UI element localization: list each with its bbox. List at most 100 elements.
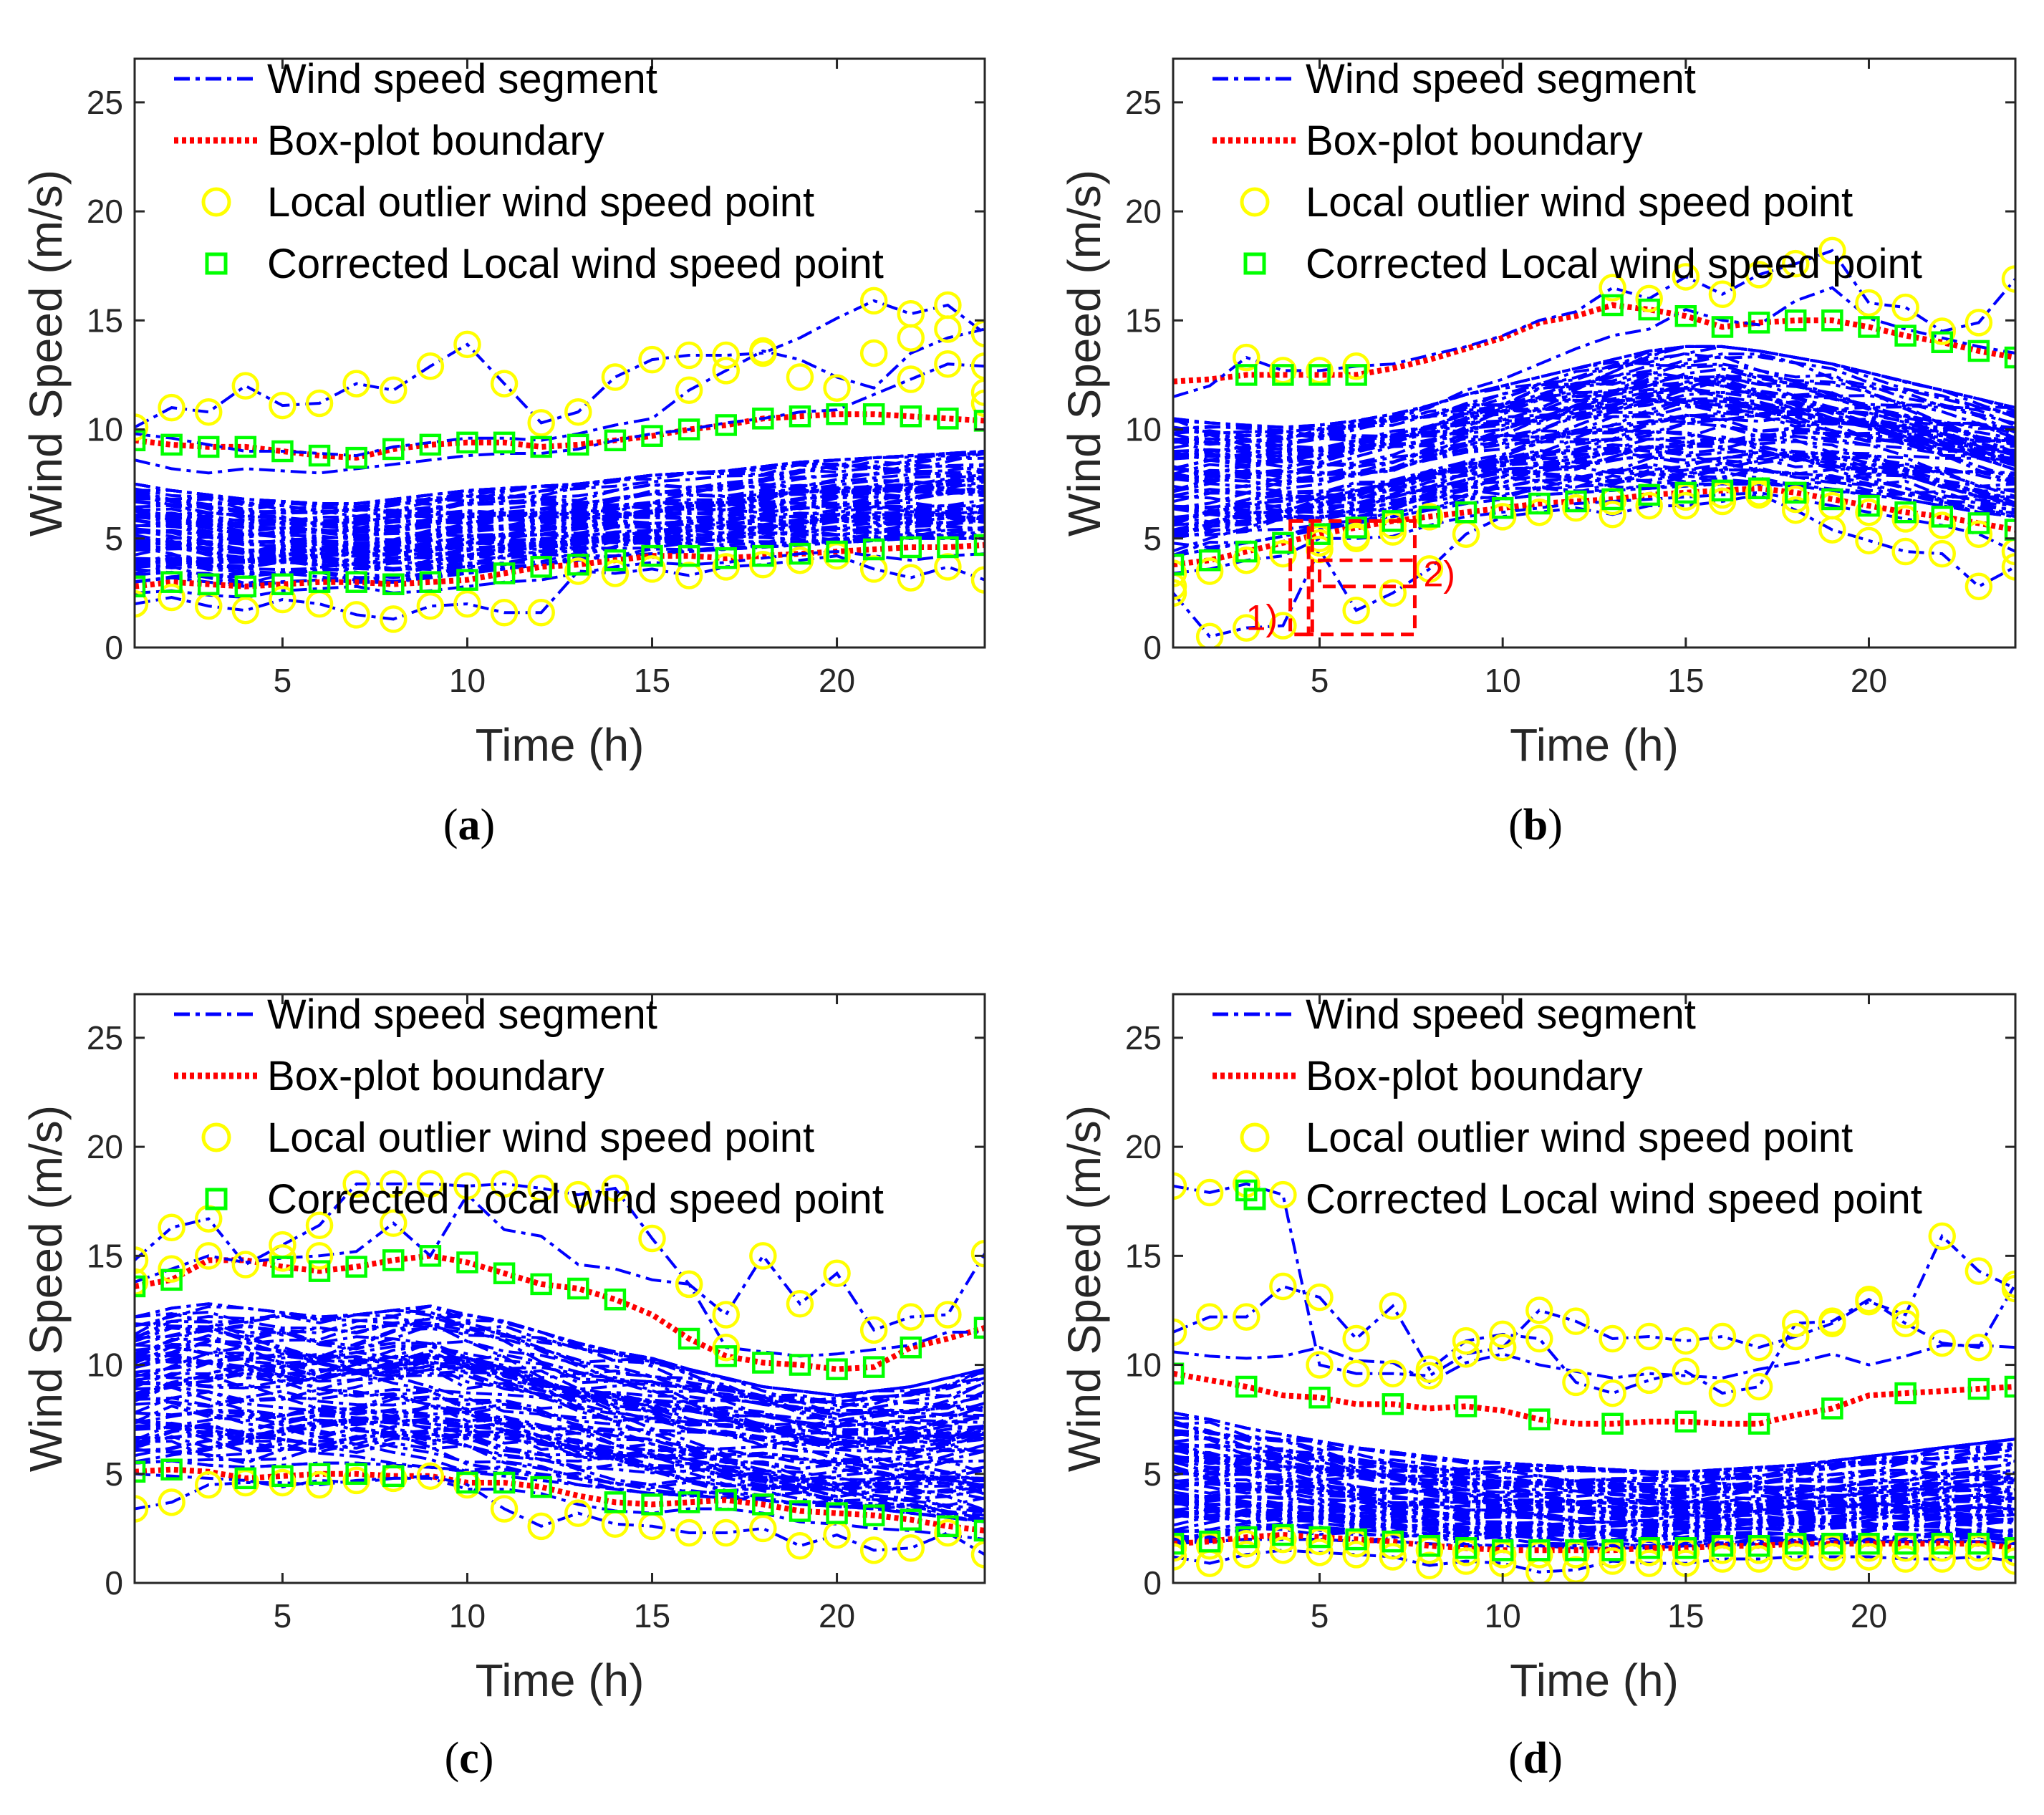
box-plot-boundary-line: [135, 1466, 985, 1534]
axes-frame: [133, 57, 986, 649]
outlier-point-marker: [934, 1301, 962, 1329]
axes-frame: [1172, 57, 2017, 649]
corrected-point-marker: [937, 1515, 959, 1538]
y-axis-label: Wind Speed (m/s): [1059, 1105, 1110, 1472]
outlier-point-marker: [1173, 1172, 1187, 1200]
outlier-point-marker: [158, 1488, 185, 1516]
corrected-point-marker: [1528, 1408, 1551, 1430]
outlier-point-marker: [934, 553, 962, 581]
outlier-point-marker: [135, 1495, 149, 1523]
wind-speed-segment-line: [135, 1426, 985, 1514]
outlier-point-marker: [1855, 1543, 1883, 1571]
outlier-point-marker: [1708, 1322, 1737, 1351]
corrected-point-marker: [493, 1262, 516, 1284]
legend-label: Wind speed segment: [1306, 56, 1696, 102]
wind-speed-segment-line: [1173, 1411, 2015, 1473]
corrected-point-marker: [530, 1273, 552, 1296]
outlier-point-marker: [1379, 1292, 1407, 1320]
background-segments: [1173, 1411, 2015, 1550]
legend-label: Box-plot boundary: [267, 1053, 604, 1099]
corrected-point-marker: [1894, 1382, 1917, 1405]
outlier-point-marker: [1342, 352, 1370, 380]
outlier-point-marker: [934, 350, 962, 378]
wind-speed-segment-line: [1173, 468, 2015, 557]
wind-speed-segment-line: [1173, 450, 2015, 558]
corrected-point-marker: [1674, 481, 1697, 504]
wind-speed-segment-line: [1173, 406, 2015, 483]
wind-speed-segment-line: [1173, 1455, 2015, 1499]
outlier-point-marker: [897, 1303, 925, 1331]
legend-swatch-outlier: [201, 1122, 231, 1152]
corrected-point-marker: [973, 410, 985, 432]
x-tick-label: 15: [634, 1597, 670, 1635]
wind-speed-segment-line: [1173, 1496, 2015, 1534]
wind-speed-segment-line: [135, 1412, 985, 1501]
outlier-point-marker: [786, 1531, 814, 1560]
corrected-point-marker: [1784, 309, 1807, 332]
corrected-point-marker: [456, 1471, 478, 1494]
wind-speed-segment-line: [135, 452, 985, 527]
corrected-point-marker: [789, 1500, 811, 1522]
outlier-point-marker: [490, 370, 519, 398]
outlier-point-marker: [1415, 1551, 1444, 1579]
outlier-segment-line: [135, 327, 985, 458]
outlier-point-marker: [712, 1518, 740, 1547]
wind-speed-segment-line: [1173, 345, 2015, 429]
corrected-point-marker: [752, 1493, 774, 1516]
corrected-point-marker: [826, 403, 848, 425]
corrected-point-marker: [160, 571, 183, 593]
wind-speed-segment-line: [1173, 1465, 2015, 1515]
outlier-point-marker: [1599, 501, 1626, 529]
outlier-point-marker: [675, 1518, 703, 1547]
wind-speed-segment-line: [1173, 1508, 2015, 1541]
y-tick-label: 5: [1143, 1455, 1162, 1493]
x-tick-label: 20: [819, 1597, 855, 1635]
corrected-point-marker: [752, 1352, 774, 1374]
corrected-point-marker: [1235, 540, 1258, 563]
wind-speed-segment-line: [135, 1326, 985, 1445]
outlier-point-marker: [1233, 546, 1260, 574]
outlier-point-marker: [305, 1470, 334, 1499]
x-tick-label: 5: [274, 662, 292, 699]
outlier-point-marker: [897, 1534, 925, 1562]
wind-speed-segment-line: [135, 488, 985, 535]
outlier-point-marker: [1488, 1320, 1517, 1349]
y-tick-label: 0: [105, 1564, 123, 1602]
outlier-point-marker: [269, 1468, 297, 1497]
wind-speed-segment-line: [135, 1311, 985, 1420]
outlier-point-marker: [453, 589, 481, 618]
outlier-segment-line: [1173, 249, 2015, 398]
corrected-point-marker: [345, 571, 367, 593]
outlier-point-marker: [970, 319, 985, 347]
outlier-point-marker: [1891, 293, 1919, 322]
outlier-point-marker: [490, 1495, 519, 1523]
outlier-point-marker: [527, 599, 555, 627]
corrected-point-marker: [678, 1327, 700, 1350]
outlier-point-marker: [1415, 1355, 1444, 1383]
wind-speed-segment-line: [135, 1357, 985, 1440]
panel-a: 5 10 15 20 0 5 10 15 20 25 Time (h) Wind Speed (m/s…: [20, 56, 986, 849]
outlier-point-marker: [601, 1174, 630, 1203]
outlier-point-marker: [1342, 596, 1370, 625]
wind-speed-segment-line: [135, 1319, 985, 1427]
outlier-segment-line: [135, 1192, 985, 1358]
corrected-point-marker: [135, 1460, 146, 1483]
outlier-point-marker: [1965, 309, 1993, 337]
x-tick-label: 10: [1485, 662, 1521, 699]
legend: Wind speed segment Box-plot boundary Local…: [1213, 991, 1922, 1223]
wind-speed-segment-line: [1173, 1445, 2015, 1493]
outlier-point-marker: [1379, 1359, 1407, 1387]
y-tick-label: 5: [1143, 520, 1162, 557]
outlier-point-marker: [1708, 487, 1737, 516]
wind-speed-segment-line: [135, 504, 985, 541]
corrected-point-marker: [1747, 477, 1770, 500]
legend-label: Box-plot boundary: [1306, 117, 1643, 164]
outlier-point-marker: [1173, 1534, 1187, 1562]
outlier-point-marker: [1415, 1362, 1444, 1390]
corrected-point-marker: [382, 1249, 405, 1271]
corrected-point-marker: [715, 1489, 737, 1511]
outlier-point-marker: [897, 365, 925, 393]
outlier-point-marker: [1818, 236, 1846, 265]
corrected-point-marker: [1418, 506, 1441, 528]
corrected-point-marker: [530, 556, 552, 578]
